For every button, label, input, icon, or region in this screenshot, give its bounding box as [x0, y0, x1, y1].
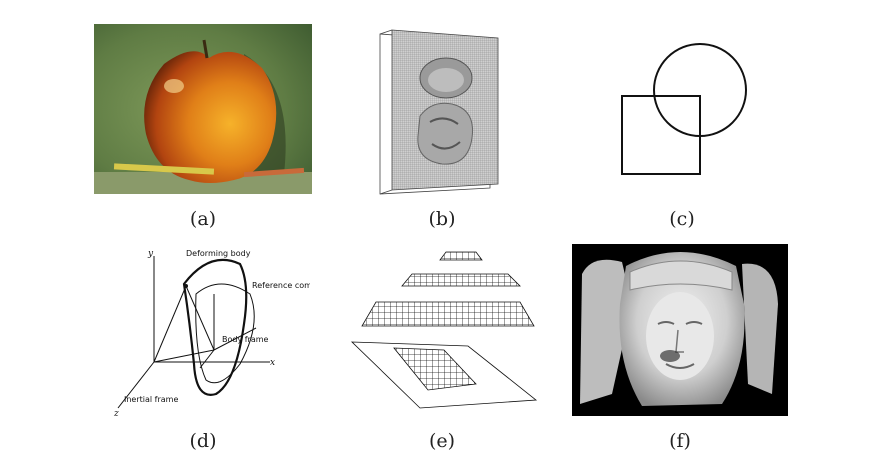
- caption-e: (e): [428, 430, 456, 452]
- panel-e-grid-pyramid: [348, 246, 538, 412]
- deforming-body-label: Deforming body: [186, 249, 251, 258]
- panel-f-stone-face-render: [572, 244, 788, 416]
- caption-b: (b): [428, 208, 456, 230]
- caption-c: (c): [669, 208, 695, 230]
- axis-y-label: y: [147, 249, 154, 259]
- axis-x-label: x: [270, 358, 275, 368]
- panel-b-relief-image: [372, 26, 502, 198]
- body-frame-label: Body frame: [222, 335, 269, 344]
- panel-c-shapes: [612, 36, 758, 182]
- square-outline: [621, 95, 701, 175]
- caption-f: (f): [669, 430, 691, 452]
- axis-z-label: z: [113, 409, 119, 419]
- panel-d-diagram: y x z Deforming body Reference component…: [110, 244, 310, 422]
- reference-component-label: Reference component: [252, 281, 310, 290]
- inertial-frame-label: Inertial frame: [124, 395, 178, 404]
- caption-d: (d): [189, 430, 217, 452]
- caption-a: (a): [189, 208, 217, 230]
- panel-a-apple-image: [94, 24, 312, 194]
